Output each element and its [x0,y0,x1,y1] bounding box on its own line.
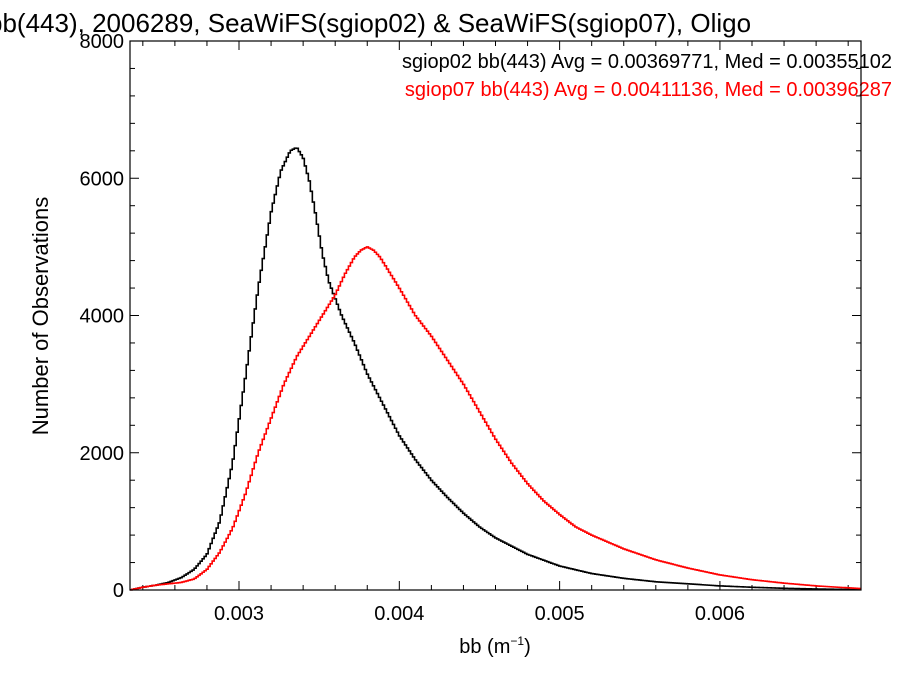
x-axis-label-sup: −1 [510,634,524,648]
y-tick-label: 6000 [80,168,125,190]
x-tick-label: 0.004 [374,603,424,625]
x-tick-label: 0.006 [695,603,745,625]
chart-title: bb(443), 2006289, SeaWiFS(sgiop02) & Sea… [0,8,751,38]
x-tick-label: 0.005 [535,603,585,625]
x-tick-label: 0.003 [214,603,264,625]
axis-ticks: 0.003 0.004 0.005 0.006 0 2000 4000 6000 8000 [80,31,861,625]
legend-entry-sgiop02: sgiop02 bb(443) Avg = 0.00369771, Med = … [402,51,892,73]
y-tick-label: 4000 [80,306,125,328]
plot-frame [129,40,862,591]
y-tick-label: 8000 [80,31,125,53]
x-axis-label-main: bb (m [459,636,510,658]
y-axis-label: Number of Observations [28,197,53,435]
legend-entry-sgiop07: sgiop07 bb(443) Avg = 0.00411136, Med = … [405,79,892,101]
x-axis-label-close: ) [524,636,531,658]
y-tick-label: 2000 [80,443,125,465]
series-layer [130,147,861,591]
series-line-sgiop07 [130,246,861,591]
y-tick-label: 0 [113,580,124,602]
series-line-sgiop02 [130,147,861,591]
x-axis-label: bb (m−1) [459,634,530,658]
